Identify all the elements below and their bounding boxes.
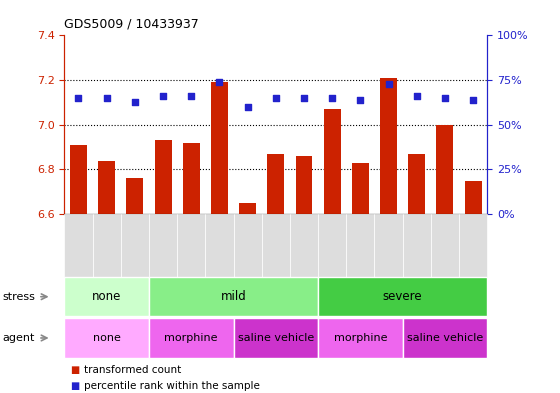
Text: stress: stress <box>3 292 36 302</box>
Bar <box>267 154 284 214</box>
Text: GDS5009 / 10433937: GDS5009 / 10433937 <box>64 18 199 31</box>
Bar <box>352 163 369 214</box>
Text: morphine: morphine <box>334 333 387 343</box>
Point <box>440 95 449 101</box>
Text: transformed count: transformed count <box>84 365 181 375</box>
Bar <box>155 140 171 214</box>
Bar <box>127 178 143 214</box>
Text: saline vehicle: saline vehicle <box>407 333 483 343</box>
Text: none: none <box>92 290 122 303</box>
Point <box>271 95 280 101</box>
Bar <box>408 154 425 214</box>
Point <box>215 79 224 85</box>
Point <box>412 93 421 99</box>
Point <box>328 95 337 101</box>
Text: percentile rank within the sample: percentile rank within the sample <box>84 381 260 391</box>
Point <box>384 81 393 87</box>
Point <box>243 104 252 110</box>
Bar <box>296 156 312 214</box>
Text: morphine: morphine <box>165 333 218 343</box>
Bar <box>465 181 482 214</box>
Text: mild: mild <box>221 290 246 303</box>
Text: saline vehicle: saline vehicle <box>237 333 314 343</box>
Text: ■: ■ <box>70 365 80 375</box>
Point <box>74 95 83 101</box>
Bar <box>324 109 340 214</box>
Text: none: none <box>93 333 120 343</box>
Point <box>158 93 167 99</box>
Bar <box>436 125 454 214</box>
Point <box>469 97 478 103</box>
Text: severe: severe <box>383 290 422 303</box>
Bar <box>380 78 397 214</box>
Text: agent: agent <box>3 333 35 343</box>
Bar <box>239 203 256 214</box>
Bar <box>211 82 228 214</box>
Bar <box>98 160 115 214</box>
Point <box>187 93 196 99</box>
Point <box>102 95 111 101</box>
Point <box>300 95 309 101</box>
Bar <box>183 143 200 214</box>
Point <box>356 97 365 103</box>
Bar <box>70 145 87 214</box>
Text: ■: ■ <box>70 381 80 391</box>
Point <box>130 98 139 105</box>
